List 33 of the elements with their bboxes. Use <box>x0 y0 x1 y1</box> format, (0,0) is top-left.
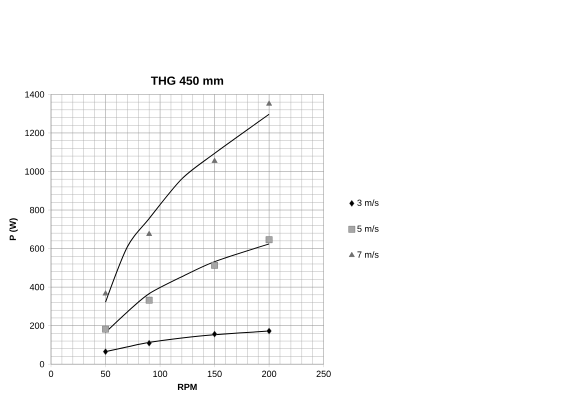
y-tick-label: 200 <box>30 322 44 329</box>
chart-title: THG 450 mm <box>150 76 224 85</box>
y-tick-label: 1000 <box>25 168 44 174</box>
point <box>212 157 218 163</box>
y-tick-label: 800 <box>30 206 44 213</box>
point <box>102 348 108 355</box>
point <box>102 326 109 332</box>
line-series <box>105 114 270 302</box>
x-tick-label: 250 <box>316 370 331 377</box>
point <box>102 290 109 296</box>
point <box>266 236 272 243</box>
y-tick-label: 600 <box>30 245 44 252</box>
legend-label: 5 m/s <box>357 225 379 232</box>
x-tick-label: 0 <box>48 370 54 377</box>
point <box>266 100 272 106</box>
y-tick-label: 1400 <box>25 91 44 98</box>
x-tick-label: 50 <box>100 370 110 377</box>
point <box>146 230 152 236</box>
y-axis-title: P (W) <box>9 218 18 240</box>
x-tick-label: 150 <box>208 370 222 377</box>
x-tick-label: 200 <box>262 370 276 377</box>
y-tick-label: 0 <box>40 360 44 368</box>
y-tick-label: 1200 <box>25 130 44 136</box>
legend-label: 3 m/s <box>357 199 379 206</box>
point <box>211 262 218 268</box>
point <box>146 340 152 346</box>
point <box>212 330 218 338</box>
point <box>266 327 272 334</box>
y-tick-label: 400 <box>30 284 44 290</box>
x-tick-label: 100 <box>153 370 168 377</box>
point <box>146 296 153 304</box>
x-axis-title: RPM <box>178 384 197 390</box>
legend-label: 7 m/s <box>357 251 379 258</box>
